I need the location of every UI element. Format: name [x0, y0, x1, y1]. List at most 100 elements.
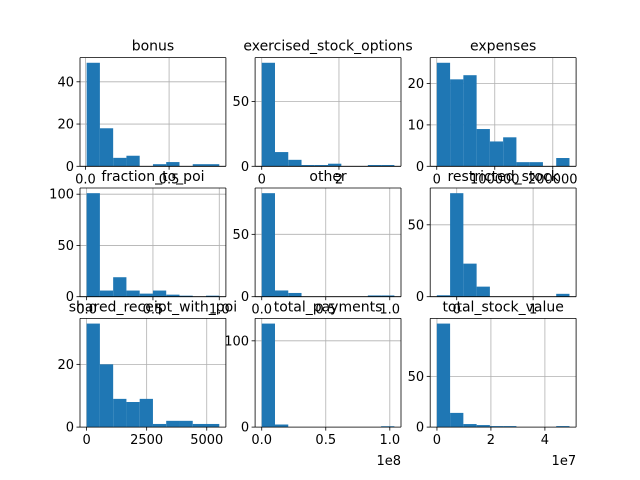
bar	[261, 323, 275, 428]
bar	[503, 426, 517, 428]
y-tick-label: 50	[233, 228, 250, 243]
bar	[556, 158, 570, 167]
bar	[166, 162, 180, 167]
x-tick-label: 1.0	[379, 433, 400, 448]
bar	[152, 290, 167, 297]
bar	[86, 62, 100, 167]
x-tick-label: 0.0	[76, 303, 97, 318]
bar	[476, 425, 490, 428]
x-tick-label: 0	[433, 172, 441, 187]
x-tick-label: 0	[453, 303, 461, 318]
bar	[463, 424, 477, 428]
y-tick-label: 20	[57, 358, 74, 373]
x-tick-label: 1.0	[379, 303, 400, 318]
bar	[463, 75, 477, 167]
subplot-title: fraction_to_poi	[101, 169, 204, 185]
bar	[206, 423, 220, 428]
bar	[463, 263, 477, 297]
bar	[113, 157, 127, 167]
y-tick-label: 50	[408, 218, 425, 233]
bar	[261, 62, 275, 167]
bar	[99, 290, 114, 297]
bar	[367, 295, 382, 297]
y-tick-label: 50	[408, 370, 425, 385]
y-tick-label: 40	[57, 75, 74, 90]
x-tick-label: 0	[433, 433, 441, 448]
bar	[99, 364, 114, 428]
bar	[166, 294, 180, 297]
y-tick-label: 0	[241, 421, 249, 436]
x-tick-label: 4	[541, 433, 549, 448]
bar	[274, 290, 289, 297]
bar	[450, 79, 464, 167]
x-tick-label: 0.0	[251, 303, 272, 318]
bar	[381, 165, 395, 167]
y-tick-label: 0	[241, 160, 249, 175]
x-tick-label: 5000	[190, 433, 223, 448]
subplot-title: bonus	[132, 39, 175, 55]
bar	[86, 323, 100, 428]
bar	[86, 193, 100, 297]
bar	[314, 165, 329, 167]
bar	[476, 286, 490, 297]
bar	[113, 277, 127, 297]
bar	[436, 323, 451, 428]
x-tick-label: 0.5	[315, 303, 336, 318]
subplot-title: exercised_stock_options	[243, 39, 412, 55]
bar	[126, 155, 140, 167]
y-tick-label: 20	[408, 77, 425, 92]
x-tick-label: 100000	[470, 172, 520, 187]
subplot-title: other	[309, 169, 347, 185]
bar	[152, 164, 167, 167]
bar	[113, 398, 127, 428]
x-tick-label: 2500	[130, 433, 163, 448]
axes-background	[255, 188, 401, 297]
bar	[274, 152, 289, 167]
bar	[192, 164, 207, 167]
x-tick-label: 2	[335, 172, 343, 187]
bar	[261, 193, 275, 297]
bar	[556, 426, 570, 428]
y-tick-label: 0	[66, 421, 74, 436]
bar	[476, 129, 490, 167]
bar	[450, 412, 464, 428]
bar	[192, 423, 207, 428]
x-tick-label: 0.5	[159, 172, 180, 187]
x-tick-label: 1	[529, 303, 537, 318]
y-tick-label: 0	[66, 290, 74, 305]
y-tick-label: 100	[224, 334, 249, 349]
bar	[166, 420, 180, 428]
bar	[179, 295, 193, 297]
bar	[139, 398, 153, 428]
subplot-title: total_payments	[274, 299, 383, 315]
bar	[274, 424, 289, 428]
y-tick-label: 100	[49, 188, 74, 203]
bar	[436, 62, 451, 167]
y-tick-label: 0	[241, 290, 249, 305]
bar	[489, 426, 504, 428]
y-tick-label: 0	[416, 290, 424, 305]
axes-background	[255, 57, 401, 167]
y-tick-label: 0	[416, 421, 424, 436]
x-offset-label: 1e7	[552, 454, 577, 469]
x-offset-label: 1e8	[376, 454, 401, 469]
bar	[126, 402, 140, 428]
bar	[503, 137, 517, 167]
bar	[381, 426, 395, 428]
bar	[288, 159, 302, 167]
bar	[179, 420, 193, 428]
bar	[381, 295, 395, 297]
axes-background	[255, 318, 401, 428]
bar	[139, 293, 153, 297]
bar	[489, 141, 504, 167]
subplot-title: expenses	[470, 39, 536, 55]
x-tick-label: 1.0	[209, 303, 230, 318]
y-tick-label: 20	[57, 118, 74, 133]
x-tick-label: 0	[258, 172, 266, 187]
bar	[288, 292, 302, 297]
bar	[99, 128, 114, 167]
axes-background	[430, 318, 577, 428]
bar	[529, 162, 543, 167]
x-tick-label: 0.0	[75, 172, 96, 187]
